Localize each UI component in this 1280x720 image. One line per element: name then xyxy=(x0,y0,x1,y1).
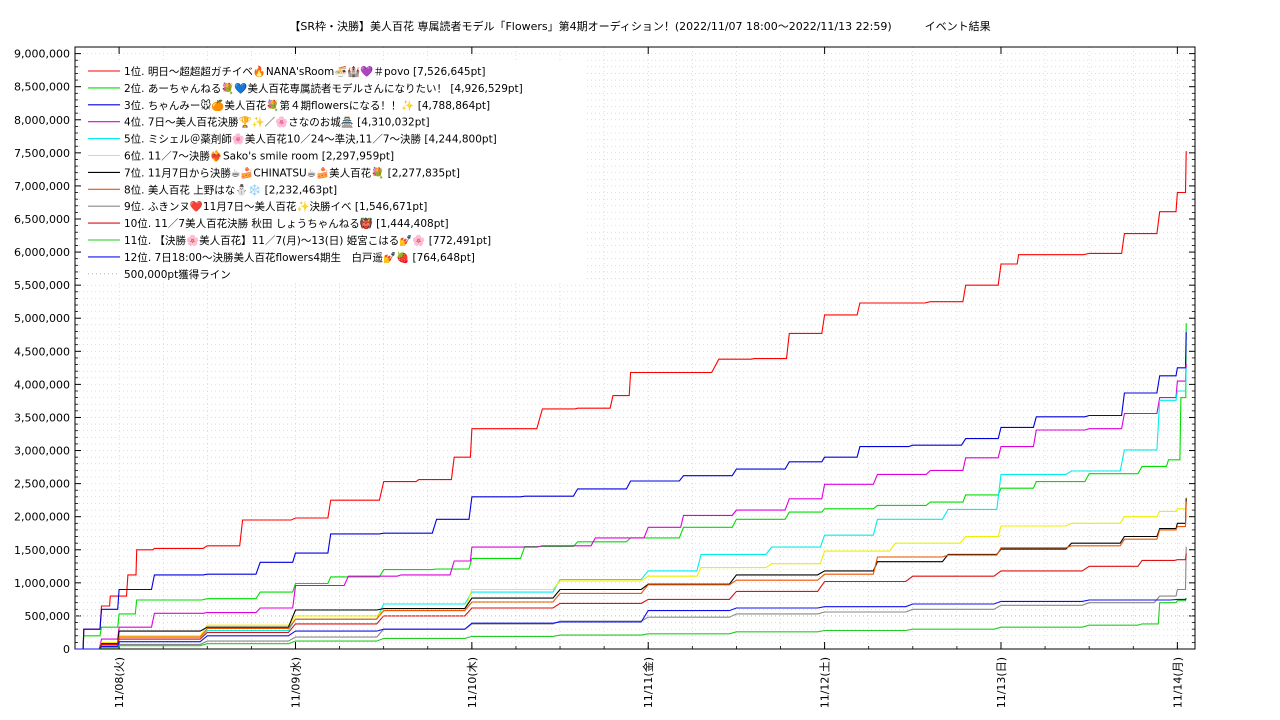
x-tick-label: 11/09(水) xyxy=(289,657,302,708)
y-tick-label: 3,500,000 xyxy=(14,411,70,424)
y-tick-label: 5,000,000 xyxy=(14,312,70,325)
y-tick-label: 7,000,000 xyxy=(14,180,70,193)
legend-entry-2: 2位. あーちゃんねる💐💙美人百花専属読者モデルさんになりたい！ [4,926,… xyxy=(124,82,523,95)
legend-entry-10: 10位. 11／7美人百花決勝 秋田 しょうちゃんねる👹 [1,444,408p… xyxy=(124,217,449,230)
legend-entry-7: 7位. 11月7日から決勝☕🍰CHINATSU☕🍰美人百花💐 [2,277,83… xyxy=(124,166,460,179)
y-tick-label: 8,500,000 xyxy=(14,81,70,94)
legend-entry-4: 4位. 7日〜美人百花決勝🏆✨／🌸さなのお城🏯 [4,310,032pt] xyxy=(124,116,430,129)
series-line-6 xyxy=(75,496,1187,650)
y-tick-label: 9,000,000 xyxy=(14,48,70,61)
legend-background xyxy=(82,60,587,282)
legend-entry-1: 1位. 明日〜超超超ガチイベ🔥NANA'sRoom🍜🏰💜＃povo [7,526… xyxy=(124,65,485,78)
series-line-10 xyxy=(75,553,1187,650)
legend: 1位. 明日〜超超超ガチイベ🔥NANA'sRoom🍜🏰💜＃povo [7,526… xyxy=(82,60,587,282)
y-tick-label: 0 xyxy=(63,643,70,656)
y-tick-label: 5,500,000 xyxy=(14,279,70,292)
grid xyxy=(75,47,1195,649)
y-tick-label: 7,500,000 xyxy=(14,147,70,160)
x-tick-label: 11/10(木) xyxy=(466,657,479,708)
y-tick-label: 8,000,000 xyxy=(14,114,70,127)
y-tick-label: 1,000,000 xyxy=(14,577,70,590)
series-line-4 xyxy=(75,363,1187,650)
y-tick-label: 3,000,000 xyxy=(14,445,70,458)
y-tick-label: 6,000,000 xyxy=(14,246,70,259)
series-line-9 xyxy=(75,546,1187,650)
legend-entry-11: 11位. 【決勝🌸美人百花】11／7(月)〜13(日) 姫宮こはる💅🌸 [772… xyxy=(124,234,491,247)
x-tick-label: 11/08(火) xyxy=(113,657,126,708)
legend-entry-3: 3位. ちゃんみー🐭🍊美人百花💐第４期flowersになる！！✨ [4,788,… xyxy=(124,99,490,112)
plot-frame xyxy=(74,46,1196,650)
x-tick-label: 11/14(月) xyxy=(1171,657,1184,708)
series-line-7 xyxy=(75,498,1187,650)
y-tick-label: 1,500,000 xyxy=(14,544,70,557)
series-group xyxy=(75,151,1195,650)
y-tick-label: 4,000,000 xyxy=(14,378,70,391)
y-tick-label: 2,000,000 xyxy=(14,511,70,524)
y-tick-label: 2,500,000 xyxy=(14,478,70,491)
series-line-1 xyxy=(75,151,1187,650)
chart-title: 【SR枠・決勝】美人百花 専属読者モデル「Flowers」第4期オーディション！… xyxy=(289,20,991,33)
legend-entry-8: 8位. 美人百花 上野はな⛄❄️ [2,232,463pt] xyxy=(124,183,337,196)
legend-entry-5: 5位. ミシェル＠薬剤師🌸美人百花10／24〜準決,11／7〜決勝 [4,244… xyxy=(124,133,497,146)
legend-entry-12: 12位. 7日18:00〜決勝美人百花flowers4期生 白戸遥💅🍓 [764… xyxy=(124,251,475,264)
y-tick-label: 500,000 xyxy=(25,610,71,623)
x-tick-label: 11/12(土) xyxy=(819,657,832,708)
legend-entry-9: 9位. ふきンヌ❤️11月7日〜美人百花✨決勝イベ [1,546,671pt] xyxy=(124,200,427,213)
legend-entry-13: 500,000pt獲得ライン xyxy=(124,268,231,281)
x-tick-label: 11/11(金) xyxy=(641,657,655,708)
series-line-12 xyxy=(75,598,1187,650)
series-line-5 xyxy=(75,368,1187,650)
x-tick-label: 11/13(日) xyxy=(995,657,1008,708)
y-tick-label: 4,500,000 xyxy=(14,345,70,358)
series-line-8 xyxy=(75,501,1187,650)
y-tick-label: 6,500,000 xyxy=(14,213,70,226)
legend-entry-6: 6位. 11／7〜決勝❤️‍🔥Sako's smile room [2,297,… xyxy=(124,150,394,163)
series-line-11 xyxy=(75,597,1187,650)
series-line-3 xyxy=(75,332,1187,650)
